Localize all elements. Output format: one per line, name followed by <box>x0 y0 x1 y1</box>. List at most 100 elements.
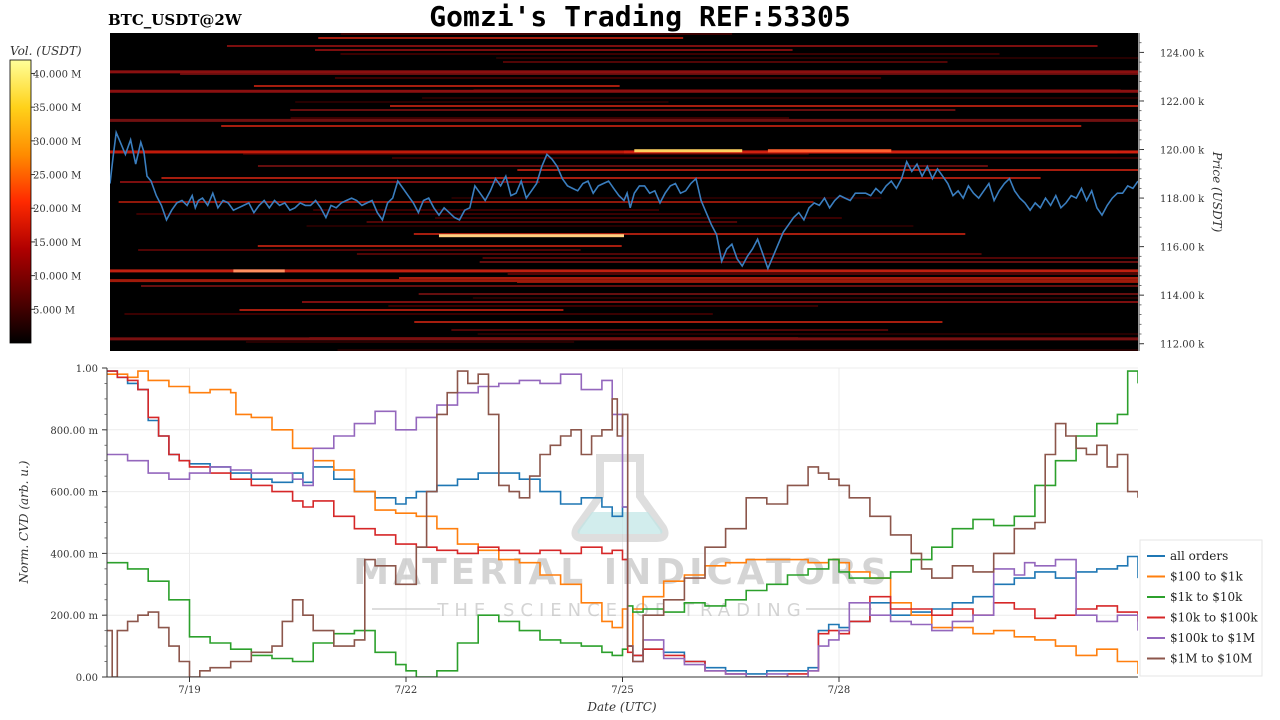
liquidity-band <box>482 257 1138 259</box>
legend-entry: $100 to $1k <box>1170 570 1243 584</box>
cvd-series-line <box>107 370 1138 677</box>
liquidity-band-strong <box>110 70 1138 74</box>
legend-entry: $1k to $10k <box>1170 590 1243 604</box>
watermark-subtext: THE SCIENCE OF TRADING <box>436 600 806 621</box>
colorbar-tick-label: 20.000 M <box>33 204 81 215</box>
symbol-label: BTC_USDT@2W <box>108 11 242 29</box>
legend-entry: all orders <box>1170 549 1228 563</box>
price-tick-label: 124.00 k <box>1160 48 1205 59</box>
cvd-x-axis-title: Date (UTC) <box>586 700 656 714</box>
liquidity-band <box>295 101 669 103</box>
cvd-x-tick-label: 7/22 <box>395 685 417 696</box>
liquidity-band <box>301 301 1138 303</box>
liquidity-band-strong <box>110 150 1118 154</box>
legend-entry: $1M to $10M <box>1170 652 1252 666</box>
colorbar-gradient <box>9 59 32 344</box>
colorbar: Vol. (USDT) 40.000 M 35.000 M 30.000 M 25.0… <box>9 44 82 344</box>
liquidity-band-highlight <box>767 149 892 153</box>
liquidity-band-strong <box>110 279 1138 283</box>
liquidity-band-highlight <box>634 149 743 153</box>
liquidity-band <box>318 37 684 39</box>
cvd-series-line <box>107 370 1138 677</box>
colorbar-tick-label: 10.000 M <box>33 272 81 283</box>
liquidity-band <box>313 209 659 211</box>
liquidity-band <box>507 273 1138 275</box>
liquidity-band <box>390 105 1138 107</box>
legend-box <box>1139 539 1263 677</box>
liquidity-band <box>418 293 1138 295</box>
liquidity-band-strong <box>110 89 1138 93</box>
liquidity-band <box>290 117 790 119</box>
liquidity-band <box>451 197 882 199</box>
liquidity-band-highlight <box>233 269 285 273</box>
liquidity-band <box>496 57 1138 59</box>
liquidity-band <box>124 313 713 315</box>
cvd-y-axis-title: Norm. CVD (arb. u.) <box>17 460 31 584</box>
liquidity-band <box>257 165 988 167</box>
colorbar-label: Vol. (USDT) <box>10 44 82 58</box>
liquidity-band <box>398 277 1138 279</box>
liquidity-band-strong <box>110 337 1138 341</box>
liquidity-band-highlight <box>438 234 624 238</box>
watermark: MATERIAL INDICATORS THE SCIENCE OF TRADI… <box>353 454 887 621</box>
liquidity-band <box>502 61 948 63</box>
colorbar-tick-label: 15.000 M <box>33 238 81 249</box>
cvd-y-tick-label: 400.00 m <box>50 549 98 560</box>
liquidity-band <box>477 333 1138 335</box>
liquidity-band <box>290 109 956 111</box>
liquidity-band <box>239 309 564 311</box>
legend-entry: $10k to $100k <box>1170 611 1258 625</box>
colorbar-tick-label: 40.000 M <box>33 69 81 80</box>
legend-entry: $100k to $1M <box>1170 631 1255 645</box>
colorbar-tick-label: 5.000 M <box>33 305 75 316</box>
liquidity-band <box>356 253 982 255</box>
cvd-series-line <box>107 370 1138 675</box>
liquidity-band <box>306 225 914 227</box>
liquidity-band <box>472 297 1138 299</box>
liquidity-band <box>479 261 1138 263</box>
liquidity-band <box>253 85 620 87</box>
liquidity-band <box>245 341 575 343</box>
price-tick-label: 114.00 k <box>1160 291 1205 302</box>
chart-title: Gomzi's Trading REF:53305 <box>429 0 851 33</box>
liquidity-band <box>243 153 809 155</box>
colorbar-tick-label: 30.000 M <box>33 137 81 148</box>
liquidity-band <box>451 329 889 331</box>
liquidity-band <box>257 245 622 247</box>
liquidity-band <box>315 49 793 51</box>
heatmap-panel: 124.00 k 122.00 k 120.00 k 118.00 k 116.00 k… <box>110 33 1224 351</box>
colorbar-tick-label: 35.000 M <box>33 103 81 114</box>
watermark-flask-fill <box>577 512 663 534</box>
liquidity-band <box>414 321 943 323</box>
liquidity-band <box>226 45 1098 47</box>
cvd-panel: MATERIAL INDICATORS THE SCIENCE OF TRADI… <box>17 364 1138 714</box>
liquidity-band <box>517 169 1138 171</box>
liquidity-band <box>118 201 814 203</box>
liquidity-band <box>413 233 966 235</box>
liquidity-band <box>337 349 1138 351</box>
liquidity-band-strong <box>110 118 1138 122</box>
cvd-x-tick-label: 7/19 <box>178 685 200 696</box>
cvd-y-tick-label: 600.00 m <box>50 488 98 499</box>
cvd-x-tick-label: 7/28 <box>828 685 850 696</box>
legend: all orders $100 to $1k $1k to $10k $10k to … <box>1139 539 1263 677</box>
liquidity-band-strong <box>110 269 1138 273</box>
liquidity-band <box>120 181 540 183</box>
colorbar-tick-label: 25.000 M <box>33 171 81 182</box>
price-tick-label: 120.00 k <box>1160 146 1205 157</box>
liquidity-band <box>141 285 1138 287</box>
liquidity-band <box>221 125 1082 127</box>
liquidity-band <box>161 177 1041 179</box>
liquidity-band <box>366 221 738 223</box>
liquidity-band <box>388 305 819 307</box>
price-tick-label: 122.00 k <box>1160 97 1205 108</box>
cvd-y-tick-label: 1.00 <box>76 364 98 375</box>
price-tick-label: 116.00 k <box>1160 243 1205 254</box>
liquidity-band <box>334 77 882 79</box>
price-tick-label: 112.00 k <box>1160 340 1205 351</box>
liquidity-band <box>180 73 1138 75</box>
liquidity-band <box>422 97 1138 99</box>
cvd-x-tick-label: 7/25 <box>611 685 633 696</box>
price-line <box>110 129 1138 271</box>
